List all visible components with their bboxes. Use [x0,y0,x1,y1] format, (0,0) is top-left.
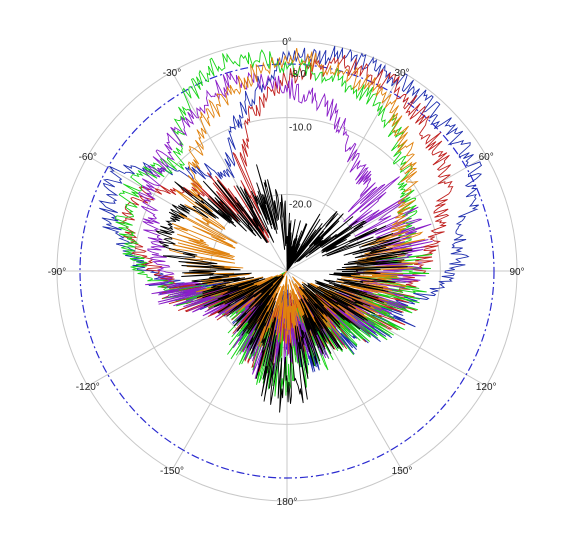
reference-ring [79,63,495,479]
angle-tick-label: 180° [277,497,298,508]
angle-tick-label: 150° [392,466,413,477]
angle-tick-label: -120° [76,382,100,393]
radial-tick-label: -20.0 [289,199,312,210]
radial-tick-label: -3.0 [289,69,307,80]
series-line-6 [155,164,413,413]
series-layer [98,45,483,413]
angle-tick-label: 30° [394,68,409,79]
series-line-2 [117,54,454,373]
angle-tick-label: -60° [79,152,97,163]
grid-spoke [87,155,288,272]
angle-tick-label: 120° [476,382,497,393]
angle-tick-label: -150° [160,466,184,477]
angle-tick-label: -90° [48,267,66,278]
angle-tick-label: 0° [282,37,292,48]
angle-tick-label: -30° [163,68,181,79]
angle-tick-label: 90° [509,267,524,278]
series-line-5 [168,48,426,348]
angle-tick-label: 60° [479,152,494,163]
polar-labels: 0° 30° 60° 90° 120° 150° 180° -150° -120° -90° -60… [48,37,525,508]
radial-tick-label: -10.0 [289,123,312,134]
